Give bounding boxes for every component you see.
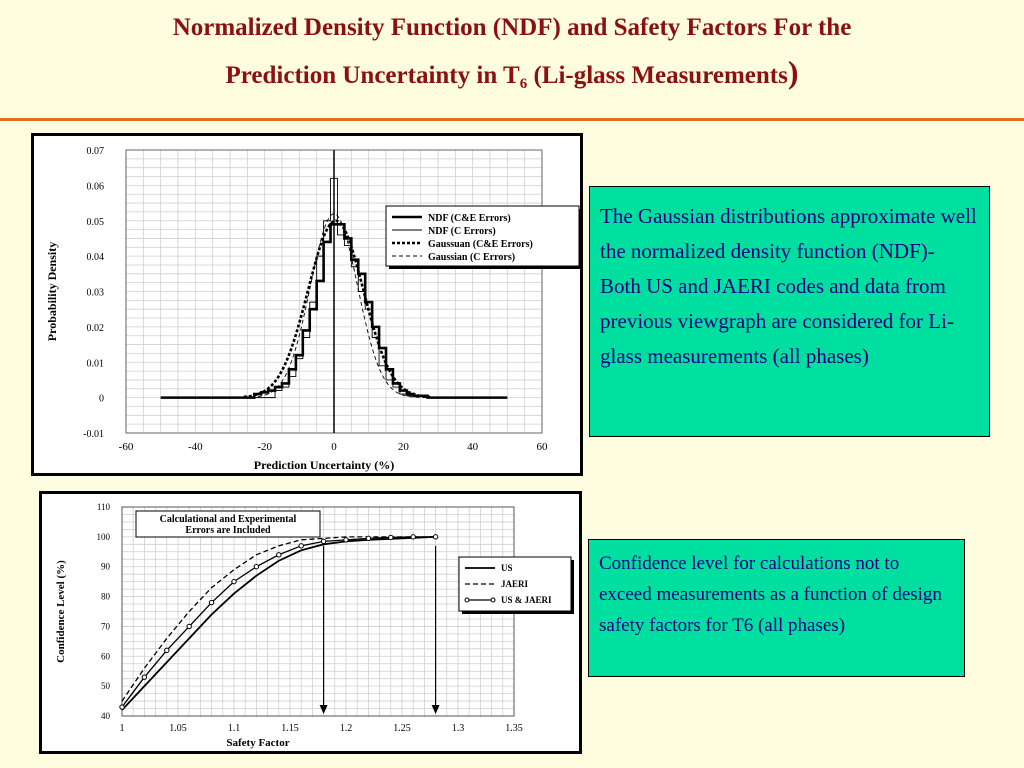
annotation-box <box>135 510 321 538</box>
x-tick-label: -40 <box>188 441 203 453</box>
slide-title: Normalized Density Function (NDF) and Sa… <box>0 6 1024 106</box>
legend-label: NDF (C&E Errors) <box>428 213 511 224</box>
y-axis-label: Probability Density <box>45 242 59 341</box>
x-tick-label: 60 <box>537 441 549 453</box>
y-tick-label: 0.02 <box>87 323 105 334</box>
x-tick-label: 1 <box>120 723 125 734</box>
series-line-2 <box>247 177 429 399</box>
y-tick-label: 0.05 <box>87 217 105 228</box>
note-confidence: Confidence level for calculations not to… <box>588 539 965 677</box>
data-point-marker <box>388 534 394 541</box>
note-gaussian: The Gaussian distributions approximate w… <box>589 186 990 437</box>
series-line-3 <box>243 219 432 399</box>
y-tick-label: 0.06 <box>87 181 105 192</box>
title-divider <box>0 118 1024 121</box>
legend-label: Gaussuan (C&E Errors) <box>428 239 533 250</box>
y-tick-label: 0.04 <box>87 252 105 263</box>
x-tick-label: 1.35 <box>505 723 523 734</box>
data-point-marker <box>119 704 125 710</box>
legend-marker <box>490 597 496 603</box>
x-tick-label: 1.15 <box>281 723 299 734</box>
legend-label: NDF (C Errors) <box>428 226 496 237</box>
legend-label: US <box>501 563 513 573</box>
data-point-marker <box>231 578 237 585</box>
data-point-marker <box>343 537 349 543</box>
data-point-marker <box>141 674 148 680</box>
title-text-3: (Li-glass Measurements <box>527 62 788 89</box>
y-tick-label: 70 <box>101 621 111 631</box>
data-point-marker <box>186 623 192 630</box>
arrow-head <box>319 705 328 714</box>
title-line-1: Normalized Density Function (NDF) and Sa… <box>172 14 852 41</box>
series-line-4 <box>243 213 432 399</box>
title-close-paren: ) <box>787 54 799 90</box>
y-tick-label: 0.07 <box>87 146 105 157</box>
safety-factor-chart-frame: 110 100 90 80 70 60 50 40 1 1.05 1.1 1.15 1.2 1.25 1.3… <box>39 491 582 754</box>
y-tick-label: 0.01 <box>87 358 105 369</box>
arrow-head <box>431 705 440 714</box>
x-tick-label: 1.1 <box>228 723 241 734</box>
title-subscript: 6 <box>519 76 528 92</box>
legend-label: JAERI <box>501 579 529 589</box>
y-tick-label: 110 <box>97 502 111 512</box>
annotation-text: Errors are Included <box>185 525 271 536</box>
data-point-marker <box>164 647 170 654</box>
y-tick-label: 40 <box>101 711 111 721</box>
y-tick-label: 100 <box>97 532 111 542</box>
annotation-text: Calculational and Experimental <box>160 514 297 525</box>
x-tick-label: 0 <box>331 441 337 453</box>
y-tick-label: 60 <box>101 651 111 661</box>
safety-factor-chart: 110 100 90 80 70 60 50 40 1 1.05 1.1 1.15 1.2 1.25 1.3… <box>55 502 574 749</box>
data-point-marker <box>365 535 372 542</box>
y-tick-label: 90 <box>101 562 111 572</box>
legend-marker <box>464 597 470 603</box>
x-tick-label: -60 <box>119 441 134 453</box>
data-point-marker <box>410 534 416 540</box>
y-tick-label: 0 <box>99 394 104 405</box>
data-point-marker <box>208 599 215 606</box>
x-tick-label: 1.25 <box>393 723 411 734</box>
x-tick-label: 1.05 <box>169 723 187 734</box>
x-tick-label: 20 <box>398 441 410 453</box>
data-point-marker <box>253 564 260 570</box>
title-line-2: Prediction Uncertainty in T6 (Li-glass M… <box>0 50 1024 106</box>
y-tick-label: -0.01 <box>83 429 104 440</box>
ndf-chart: 0.07 0.06 0.05 0.04 0.03 0.02 0.01 0 -0.01 -60 -40… <box>45 146 580 472</box>
ndf-chart-frame: 0.07 0.06 0.05 0.04 0.03 0.02 0.01 0 -0.01 -60 -40… <box>31 133 583 476</box>
y-tick-label: 50 <box>101 681 111 691</box>
x-tick-label: -20 <box>257 441 272 453</box>
x-tick-label: 1.2 <box>340 723 353 734</box>
legend-label: Gaussian (C Errors) <box>428 252 515 263</box>
series-line-2 <box>121 536 436 702</box>
series-line-1 <box>121 535 436 711</box>
x-axis-label: Safety Factor <box>226 737 289 749</box>
y-tick-label: 80 <box>101 592 111 602</box>
y-axis-label: Confidence Level (%) <box>55 560 67 663</box>
data-point-marker <box>432 534 439 540</box>
x-tick-label: 40 <box>467 441 479 453</box>
x-tick-label: 1.3 <box>452 723 465 734</box>
data-point-marker <box>320 538 327 545</box>
data-point-marker <box>276 552 282 558</box>
x-axis-label: Prediction Uncertainty (%) <box>254 458 394 472</box>
legend-label: US & JAERI <box>501 595 552 605</box>
y-tick-label: 0.03 <box>87 288 105 299</box>
data-point-marker <box>298 543 304 549</box>
title-text-2: Prediction Uncertainty in T <box>225 62 520 89</box>
